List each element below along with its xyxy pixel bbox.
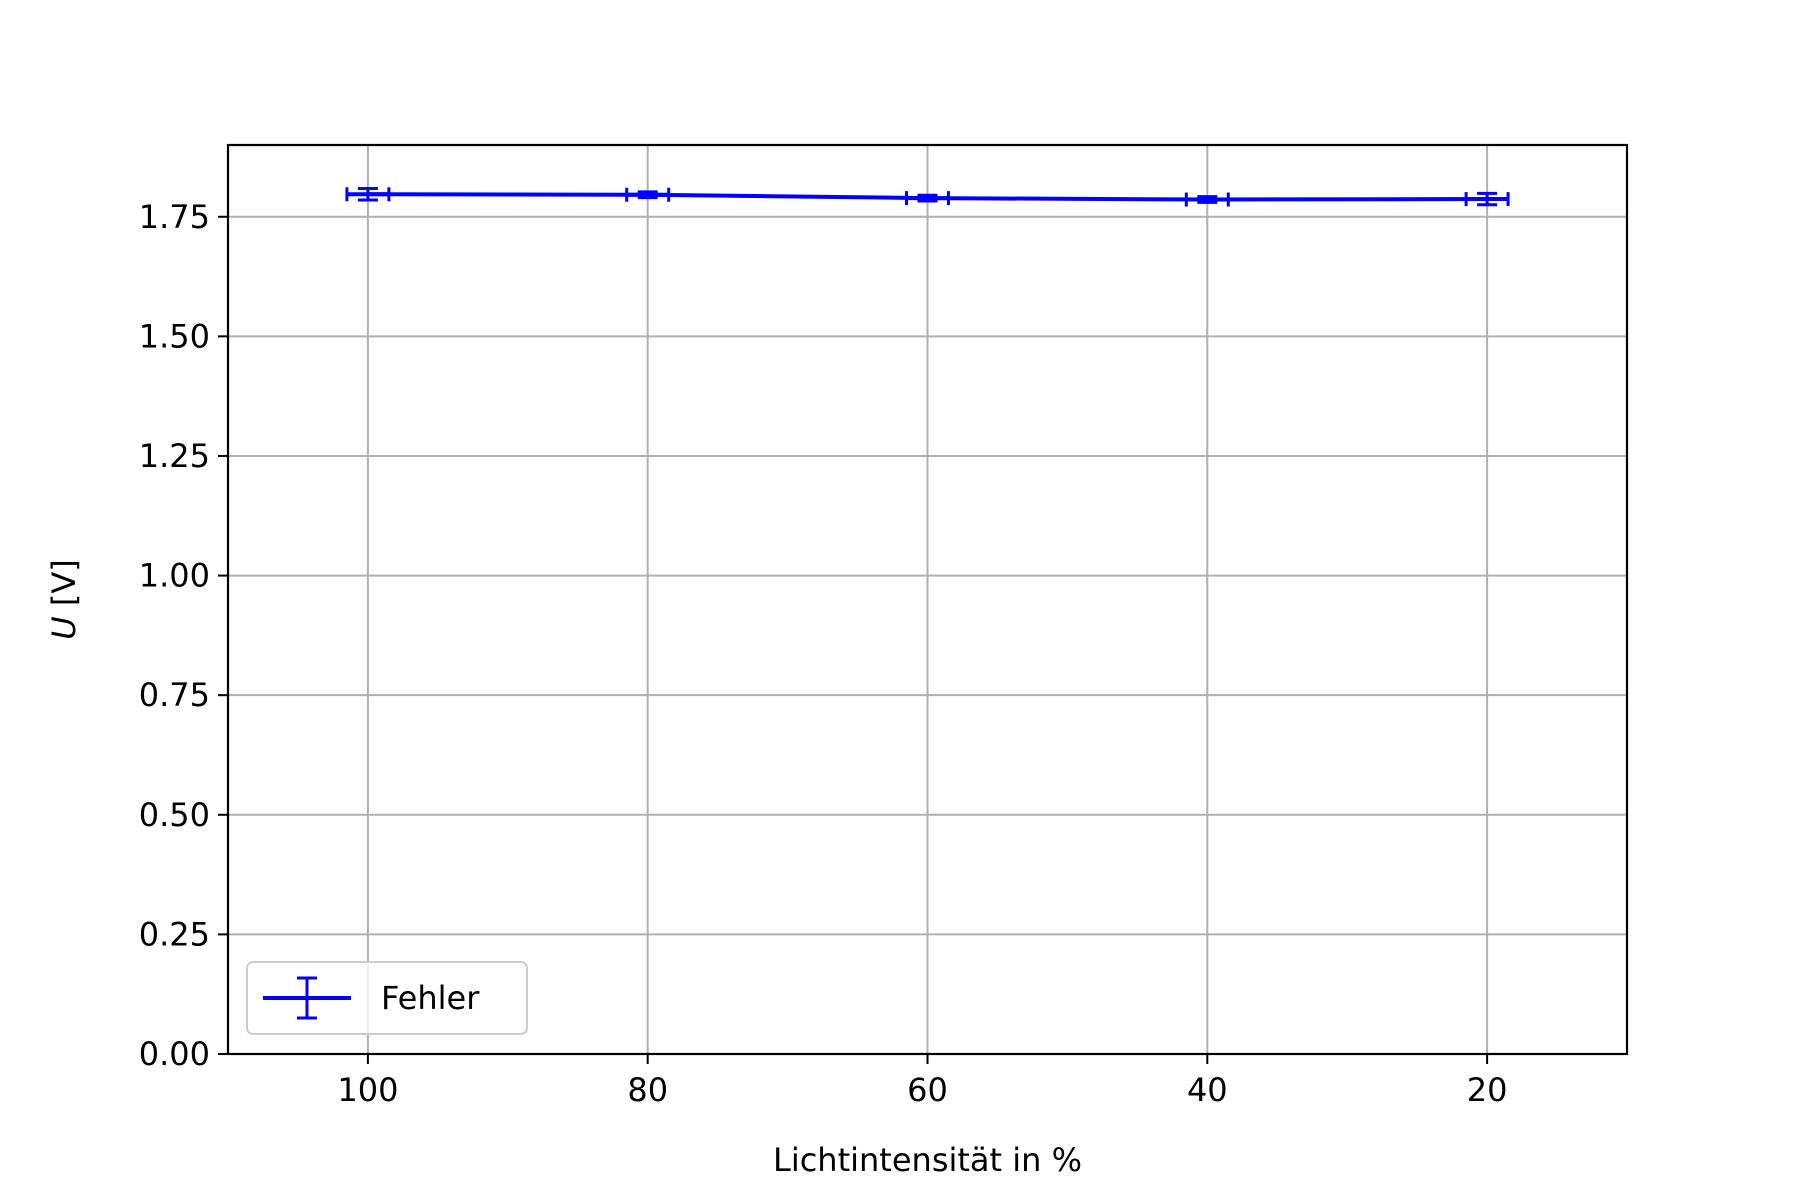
y-tick-label: 1.50 <box>139 317 210 355</box>
axis-ticks: 100 80 60 40 20 0.00 0.25 0.50 0.75 1.00 1.25 1.50 1… <box>139 198 1508 1109</box>
y-tick-label: 0.75 <box>139 676 210 714</box>
error-bar <box>625 187 671 202</box>
y-axis-label: U [V] <box>45 559 83 639</box>
x-axis-label: Lichtintensität in % <box>773 1141 1082 1179</box>
grid-lines <box>228 145 1627 1055</box>
legend-box <box>246 961 528 1035</box>
x-tick-label: 40 <box>1187 1071 1228 1109</box>
y-tick-label: 0.50 <box>139 796 210 834</box>
y-tick-label: 0.00 <box>139 1035 210 1073</box>
x-tick-label: 20 <box>1467 1071 1508 1109</box>
x-tick-label: 100 <box>337 1071 398 1109</box>
error-bar <box>905 191 950 206</box>
error-bar <box>1464 191 1510 207</box>
x-tick-label: 80 <box>627 1071 668 1109</box>
y-tick-label: 1.75 <box>139 198 210 236</box>
error-bar <box>1184 192 1230 207</box>
error-bar <box>345 187 391 202</box>
y-tick-label: 1.00 <box>139 557 210 595</box>
data-marks <box>345 187 1510 207</box>
y-tick-label: 1.25 <box>139 437 210 475</box>
y-axis-label-group: U [V] <box>45 559 83 639</box>
legend-label: Fehler <box>381 979 480 1017</box>
y-tick-label: 0.25 <box>139 915 210 953</box>
x-tick-label: 60 <box>907 1071 948 1109</box>
legend: Fehler <box>246 961 528 1035</box>
